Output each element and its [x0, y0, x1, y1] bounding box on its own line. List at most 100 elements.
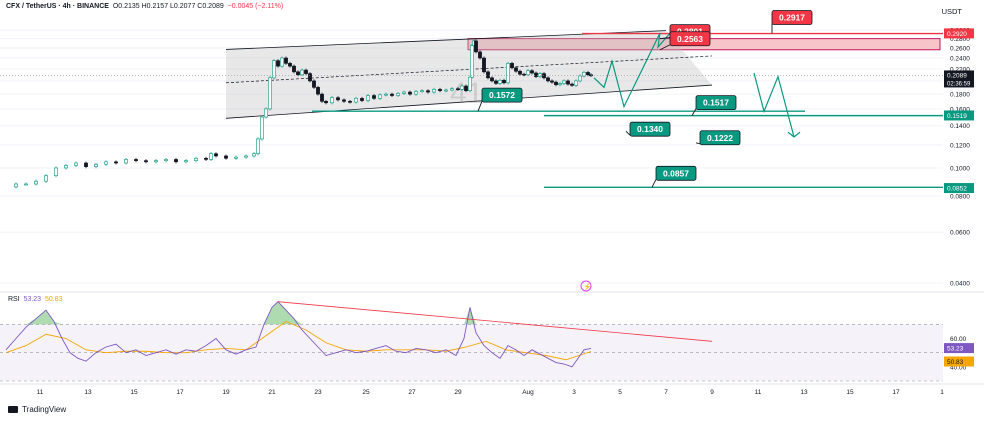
time-axis: 11 13 15 17 19 21 23 25 27 29 Aug 3 5 7 9 11 13 15 17 1 — [0, 383, 984, 396]
y-tick-label: 0.1600 — [950, 106, 970, 113]
candle-body — [84, 162, 88, 167]
projection-arrowhead — [787, 131, 801, 138]
candle-body — [244, 155, 248, 158]
candle-body — [354, 98, 358, 103]
currency-label[interactable]: USDT — [941, 7, 962, 16]
callout-box — [655, 165, 697, 181]
callout-pointer — [477, 100, 483, 112]
candle-body — [550, 80, 554, 83]
candle-body — [276, 60, 280, 67]
callout-value: 0.0857 — [663, 168, 689, 178]
candle-body — [300, 69, 304, 76]
candle-body — [478, 51, 482, 59]
x-tick-label: 5 — [618, 389, 622, 396]
axis-price-tag-label: 0.2920 — [947, 31, 967, 38]
price-change: −0.0045 (−2.11%) — [227, 3, 284, 10]
rsi-label[interactable]: RSI — [8, 296, 20, 303]
candle-body — [450, 88, 454, 91]
x-tick-label: 13 — [84, 389, 92, 396]
x-tick-label: 27 — [408, 389, 416, 396]
x-tick-label: Aug — [522, 389, 534, 396]
axis-price-tag — [944, 28, 974, 39]
x-tick-label: 19 — [222, 389, 230, 396]
rsi-ma-value: 50.83 — [44, 296, 63, 303]
candle-body — [474, 40, 478, 53]
last-price-tag — [944, 70, 974, 88]
symbol-title[interactable]: CFX / TetherUS · 4h · BINANCE — [6, 3, 109, 10]
x-tick-label: 1 — [940, 389, 944, 396]
y-tick-label: 0.1000 — [950, 165, 970, 172]
price-axis: 0.30000.28000.26000.24000.22000.20000.18… — [944, 28, 974, 288]
candle-body — [384, 93, 388, 96]
candle-body — [586, 72, 590, 76]
y-tick-label: 0.0800 — [950, 193, 970, 200]
callout-box — [481, 87, 523, 103]
candle-body — [408, 91, 412, 95]
x-tick-label: 11 — [755, 389, 762, 396]
candle-body — [64, 165, 68, 169]
y-tick-label: 0.2800 — [950, 36, 970, 43]
tradingview-wordmark: TradingView — [22, 405, 67, 414]
candle-body — [320, 93, 324, 102]
candle-body — [264, 108, 268, 118]
axis-price-tag-label: 0.1519 — [947, 113, 967, 120]
candle-body — [54, 167, 58, 177]
candle-body — [482, 57, 486, 73]
candle-body — [360, 98, 364, 101]
candle-body — [304, 69, 308, 74]
candle-body — [124, 159, 128, 164]
candle-body — [194, 157, 198, 161]
candle-body — [256, 138, 260, 155]
candle-body — [372, 95, 376, 99]
x-tick-label: 17 — [176, 389, 184, 396]
candle-body — [390, 93, 394, 96]
rsi-header: RSI 53.23 50.83 — [8, 296, 63, 303]
candle-body — [534, 72, 538, 77]
callout-pointer — [691, 108, 697, 116]
candle-body — [498, 79, 502, 84]
y-tick-label: 0.1800 — [950, 92, 970, 99]
candle-body — [522, 73, 526, 76]
candle-body — [562, 80, 566, 84]
rsi-tick-label: 40.00 — [950, 364, 967, 371]
candle-body — [494, 80, 498, 84]
channel-fill — [226, 30, 712, 119]
callout-value: 0.1222 — [707, 133, 733, 143]
x-tick-label: 13 — [800, 389, 808, 396]
candle-body — [209, 153, 213, 160]
candle-body — [526, 70, 530, 76]
rsi-line — [5, 301, 592, 368]
callout-pointer — [659, 44, 671, 51]
rsi-tick-label: 60.00 — [950, 336, 967, 343]
candle-body — [464, 85, 468, 92]
candle-body — [538, 73, 542, 77]
candle-body — [426, 90, 430, 93]
tradingview-logo[interactable]: TradingView — [8, 405, 66, 414]
x-tick-label: 11 — [37, 389, 44, 396]
callout-value: 0.2563 — [677, 34, 703, 44]
candle-body — [34, 180, 38, 185]
candle-body — [292, 65, 296, 73]
candle-body — [438, 89, 442, 92]
channel-midline — [225, 55, 713, 84]
x-tick-label: 29 — [454, 389, 462, 396]
candle-body — [574, 80, 578, 86]
candle-body — [164, 159, 168, 161]
symbol-header: CFX / TetherUS · 4h · BINANCE O0.2135 H0… — [6, 3, 283, 10]
axis-price-tag-label: 0.0852 — [947, 186, 967, 193]
candle-body — [260, 116, 264, 140]
rsi-ma-line — [5, 320, 592, 361]
axis-price-tag — [944, 183, 974, 194]
lightning-icon — [580, 280, 592, 292]
projection-up-path — [593, 30, 673, 109]
callout-box — [695, 95, 737, 111]
callout-box — [699, 130, 741, 146]
callout-box — [629, 121, 671, 137]
callout-box — [771, 10, 813, 25]
candle-body — [490, 77, 494, 82]
axis-price-tag — [944, 110, 974, 121]
last-price-value: 0.2089 — [947, 72, 967, 79]
candle-body — [144, 160, 148, 163]
